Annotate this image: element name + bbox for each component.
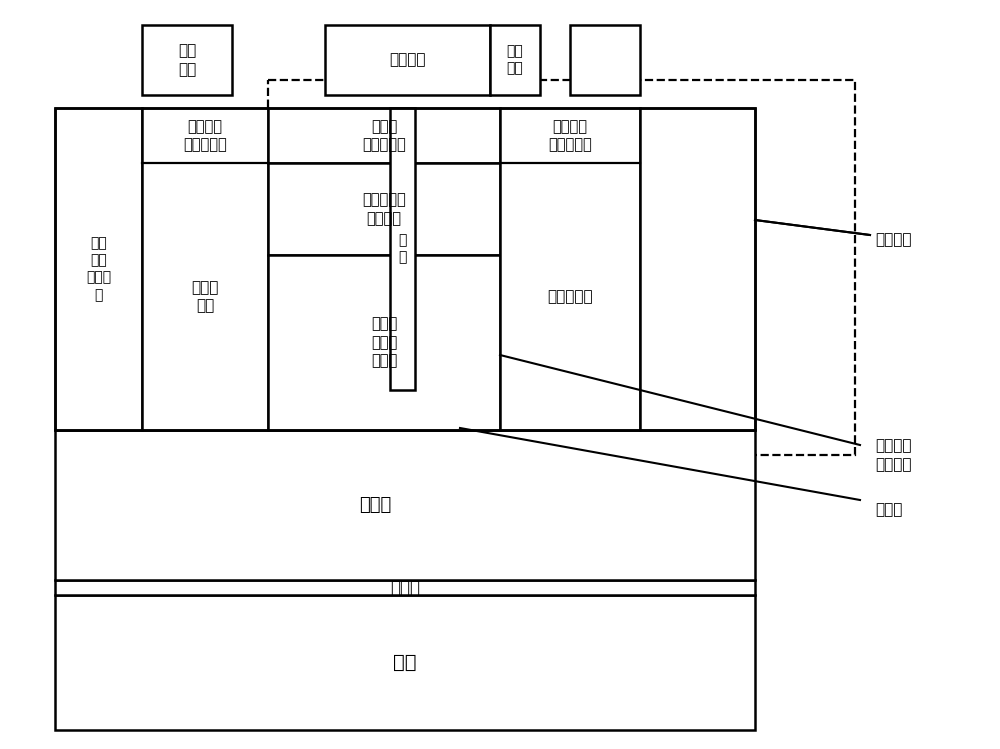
Text: 阳极电极: 阳极电极 [389,52,426,67]
Text: 阴极
电极: 阴极 电极 [178,43,196,77]
Bar [55,430,755,580]
Bar [268,80,855,455]
Text: 有源区
欧姆接触层: 有源区 欧姆接触层 [362,118,406,152]
Text: 有源区: 有源区 [875,503,902,518]
Text: 场
板: 场 板 [398,234,407,264]
Bar [268,255,500,430]
Bar [500,108,640,430]
Bar [142,108,268,430]
Text: 过渡层: 过渡层 [390,578,420,596]
Text: 漂移通道
欧姆接触层: 漂移通道 欧姆接触层 [548,118,592,152]
Bar [55,108,755,430]
Text: 通道漂移层: 通道漂移层 [547,289,593,304]
Text: 基板: 基板 [393,653,417,672]
Bar [490,25,540,95]
Text: 漂移通道: 漂移通道 [875,232,912,247]
Text: 场板
电极: 场板 电极 [507,44,523,76]
Text: 漂移层: 漂移层 [359,496,391,514]
Bar [55,580,755,595]
Text: 漂移通道
内隔离层: 漂移通道 内隔离层 [875,438,912,472]
Bar [55,595,755,730]
Text: 有源区第一
半导体层: 有源区第一 半导体层 [362,192,406,225]
Text: 漂移
通道
外隔离
层: 漂移 通道 外隔离 层 [86,236,111,302]
Text: 漂移通道
欧姆接触层: 漂移通道 欧姆接触层 [183,118,227,152]
Text: 有源区
第二半
导体层: 有源区 第二半 导体层 [371,316,397,369]
Bar [640,108,755,430]
Bar [55,108,142,430]
Bar [142,25,232,95]
Bar [268,108,500,163]
Text: 通道漂
移层: 通道漂 移层 [191,279,219,313]
Bar [570,25,640,95]
Bar [325,25,490,95]
Bar [268,163,500,255]
Bar [390,108,415,390]
